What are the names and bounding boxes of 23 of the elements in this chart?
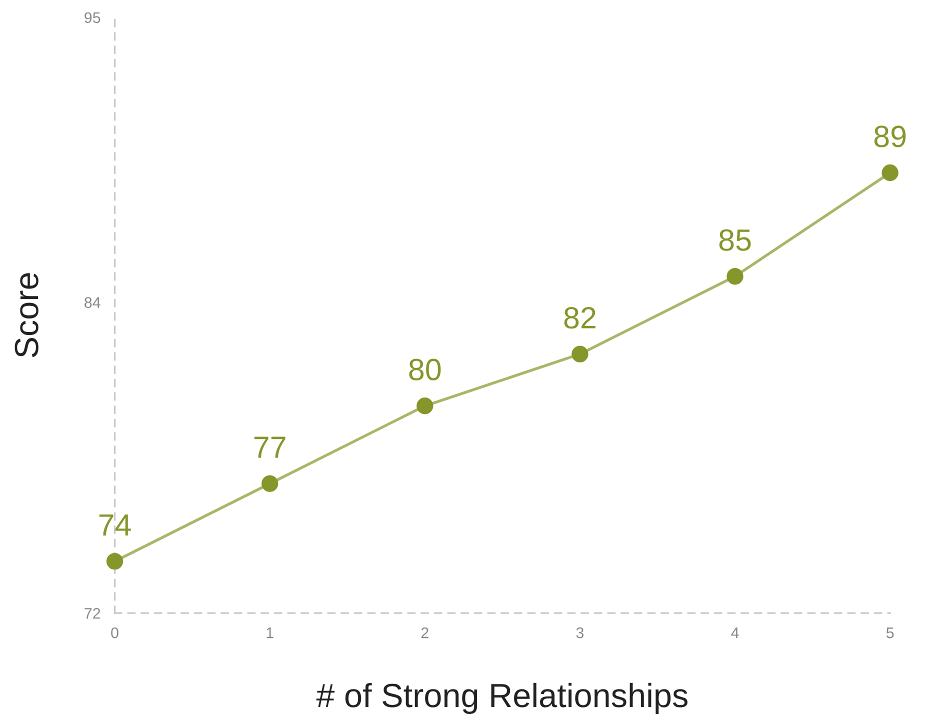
data-label: 85 [719,229,751,251]
y-tick-label: 84 [84,297,100,308]
point [416,398,434,414]
x-axis-title: # of Strong Relationships [316,682,688,714]
y-tick-label: 95 [84,12,100,24]
x-tick-label: 3 [576,627,584,638]
point [261,475,278,492]
y-axis-title: Score [14,273,38,358]
data-label: 82 [564,306,596,329]
x-tick-label: 5 [886,628,894,638]
data-label: 77 [254,436,286,458]
y-tick-label: 72 [84,608,100,619]
data-label: 80 [409,358,441,380]
x-tick-label: 4 [731,628,739,638]
point [572,346,588,362]
point [106,552,124,570]
data-label: 74 [99,514,131,536]
point [726,268,744,285]
point [882,164,898,182]
x-tick-label: 0 [111,627,118,638]
x-tick-label: 2 [421,627,428,638]
data-label: 89 [874,126,906,148]
x-tick-label: 1 [266,628,274,638]
